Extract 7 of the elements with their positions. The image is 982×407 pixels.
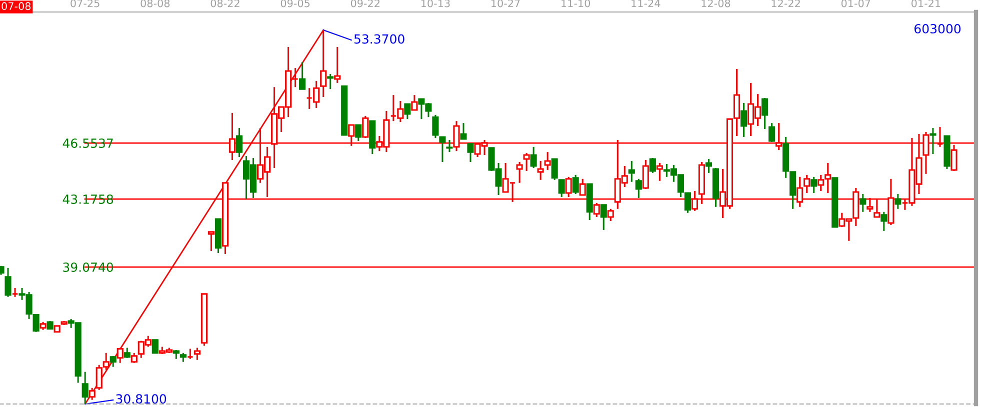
y-tick-label: 39.0740 <box>63 262 114 272</box>
y-tick-label: 43.1758 <box>62 194 114 204</box>
text: 07-08 <box>2 2 31 10</box>
annotation: 53.3700 <box>354 34 404 44</box>
annotation: 30.8100 <box>116 394 166 404</box>
annotation: 603000 <box>914 24 961 34</box>
y-tick-label: 46.5537 <box>62 138 113 148</box>
